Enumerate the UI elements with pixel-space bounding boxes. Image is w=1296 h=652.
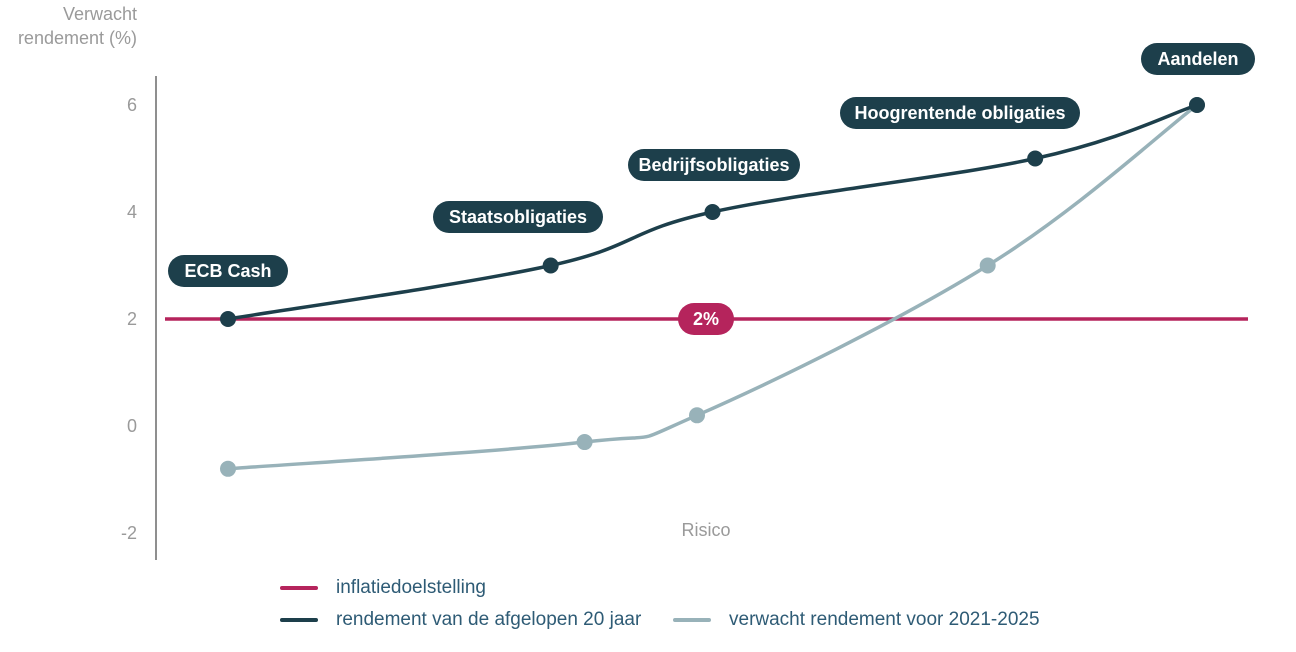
category-badge-label: Staatsobligaties (449, 207, 587, 227)
y-axis-title-line-2: rendement (%) (17, 28, 137, 48)
category-badge-label: Aandelen (1157, 49, 1238, 69)
legend-inflation-label: inflatiedoelstelling (336, 577, 486, 598)
legend-inflation-swatch (280, 586, 318, 590)
expected-return-point (576, 434, 593, 451)
legend-expected-return-swatch (673, 618, 711, 622)
category-badge-label: ECB Cash (184, 261, 271, 281)
past-return-point (1027, 150, 1044, 167)
expected-return-point (979, 257, 996, 274)
y-axis-title: Verwacht rendement (%) (0, 2, 137, 50)
y-tick-label: 4 (127, 202, 137, 222)
legend-expected-return-label: verwacht rendement voor 2021-2025 (729, 609, 1040, 630)
y-axis-title-line-1: Verwacht (62, 4, 137, 24)
legend-past-return-swatch (280, 618, 318, 622)
category-badge (433, 201, 603, 233)
past-return-point (542, 257, 559, 274)
y-tick-label: 2 (127, 309, 137, 329)
expected-return-point (688, 407, 705, 424)
category-badge-label: Bedrijfsobligaties (638, 155, 789, 175)
category-badge (628, 149, 800, 181)
x-axis-title: Risico (681, 520, 730, 540)
category-badge (1141, 43, 1255, 75)
past-return-point (704, 204, 721, 220)
y-tick-label: 6 (127, 95, 137, 115)
category-badge (840, 97, 1080, 129)
y-tick-label: -2 (121, 523, 137, 543)
past-return-point (220, 311, 236, 327)
y-tick-label: 0 (127, 416, 137, 436)
inflation-target-badge (678, 303, 734, 335)
expected-return-point (220, 460, 236, 477)
past-return-point (1189, 97, 1205, 113)
category-badge (168, 255, 288, 287)
category-badge-label: Hoogrentende obligaties (854, 103, 1065, 123)
inflation-target-badge-label: 2% (693, 309, 719, 329)
legend-past-return-label: rendement van de afgelopen 20 jaar (336, 609, 642, 630)
